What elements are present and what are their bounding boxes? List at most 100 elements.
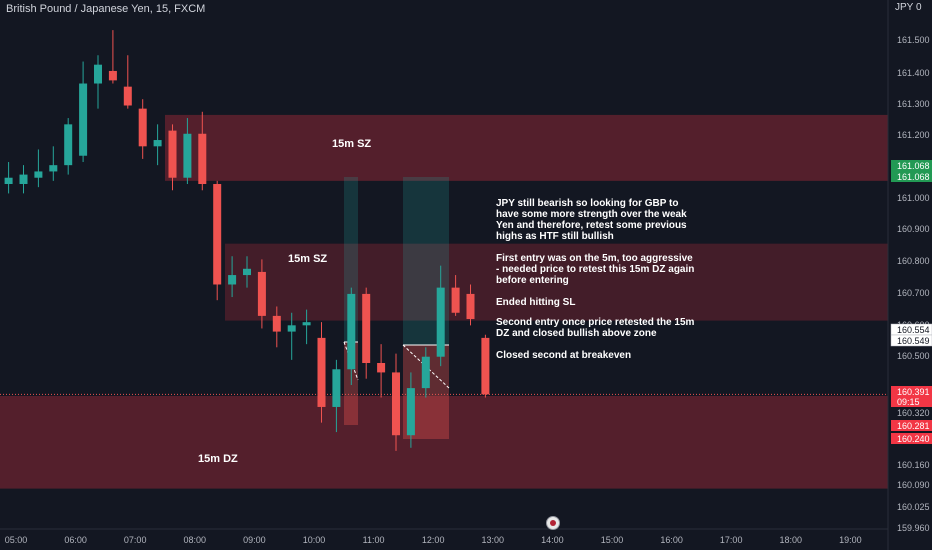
note-breakeven: Closed second at breakeven <box>496 350 632 361</box>
price-label: 160.549 <box>890 334 932 347</box>
candle-body <box>466 293 475 320</box>
price-label: 160.240 <box>891 433 932 444</box>
bull-candle <box>153 124 162 166</box>
price-label-bg <box>891 160 932 171</box>
x-tick-label: 16:00 <box>660 535 683 545</box>
y-tick-label: 160.160 <box>897 460 930 470</box>
y-tick-label: 160.900 <box>897 224 930 234</box>
price-label: 161.068 <box>891 171 932 182</box>
bull-candle <box>347 287 356 385</box>
bear-candle <box>481 334 490 398</box>
candle-body <box>302 322 311 326</box>
bear-candle <box>272 306 281 348</box>
price-label-bg <box>890 334 932 347</box>
y-tick-label: 161.200 <box>897 130 930 140</box>
x-tick-label: 07:00 <box>124 535 147 545</box>
candle-body <box>198 133 207 185</box>
candle-body <box>421 356 430 389</box>
y-tick-label: 160.700 <box>897 288 930 298</box>
price-label-text: 09:15 <box>897 397 920 407</box>
bear-candle <box>138 99 147 159</box>
y-tick-label: 160.090 <box>897 480 930 490</box>
x-tick-label: 10:00 <box>303 535 326 545</box>
bear-candle <box>168 124 177 191</box>
candle-body <box>451 287 460 313</box>
candle-body <box>64 124 73 166</box>
currency-badge[interactable]: JPY 0 <box>895 2 922 13</box>
x-tick-label: 14:00 <box>541 535 564 545</box>
bull-candle <box>94 55 102 109</box>
bull-candle <box>79 61 88 163</box>
note-first-entry: First entry was on the 5m, too aggressiv… <box>496 253 695 286</box>
price-label: 09:15 <box>891 396 932 407</box>
bear-candle <box>213 180 222 301</box>
candle-body <box>377 362 386 373</box>
candle-body <box>153 140 162 147</box>
bull-candle <box>34 149 43 188</box>
candle-body <box>94 64 102 84</box>
price-label-bg <box>891 396 932 407</box>
candle-body <box>108 70 117 81</box>
price-label-text: 160.281 <box>897 421 930 431</box>
price-label: 160.554 <box>890 323 932 336</box>
note-sl: Ended hitting SL <box>496 297 576 308</box>
candle-body <box>138 108 147 147</box>
bull-candle <box>64 118 73 175</box>
bull-candle <box>332 359 341 433</box>
note-second-entry: Second entry once price retested the 15m… <box>496 317 695 339</box>
bear-candle <box>108 30 117 84</box>
y-tick-label: 161.400 <box>897 68 930 78</box>
candle-body <box>406 388 415 436</box>
bear-candle <box>317 322 326 423</box>
candle-body <box>34 171 43 178</box>
x-tick-label: 13:00 <box>482 535 505 545</box>
bear-candle <box>377 344 386 398</box>
candle-body <box>392 372 400 436</box>
price-label-bg <box>891 171 932 182</box>
uk-flag-event-icon[interactable] <box>546 516 560 530</box>
bear-candle <box>466 284 475 326</box>
y-tick-label: 159.960 <box>897 523 930 533</box>
bull-candle <box>287 312 296 360</box>
candle-body <box>49 165 58 172</box>
bull-candle <box>302 309 311 345</box>
x-tick-label: 06:00 <box>64 535 87 545</box>
y-tick-label: 161.000 <box>897 193 930 203</box>
bull-candle <box>228 256 237 298</box>
note-analysis: JPY still bearish so looking for GBP to … <box>496 198 687 242</box>
bull-candle <box>49 146 58 181</box>
price-label-text: 160.391 <box>897 387 930 397</box>
price-label: 161.068 <box>891 160 932 171</box>
x-tick-label: 08:00 <box>184 535 207 545</box>
price-label-text: 160.240 <box>897 434 930 444</box>
zone-1 <box>225 243 888 321</box>
price-label-bg <box>891 420 932 431</box>
candle-body <box>436 287 445 357</box>
bear-candle <box>451 275 460 316</box>
x-tick-label: 19:00 <box>839 535 862 545</box>
zone-label-sz-upper: 15m SZ <box>332 138 372 150</box>
candle-body <box>19 174 28 185</box>
bull-candle <box>406 372 415 448</box>
bull-candle <box>436 265 445 367</box>
trade-notes: JPY still bearish so looking for GBP to … <box>496 198 696 372</box>
candle-body <box>168 130 177 178</box>
bull-candle <box>4 162 13 194</box>
candle-body <box>183 133 192 178</box>
zone-2 <box>0 395 888 489</box>
bear-candle <box>123 55 132 109</box>
bull-candle <box>243 256 251 288</box>
price-label: 160.281 <box>891 420 932 431</box>
x-tick-label: 09:00 <box>243 535 266 545</box>
price-label-text: 161.068 <box>897 172 930 182</box>
candle-body <box>79 83 88 156</box>
candle-body <box>243 268 251 276</box>
candle-body <box>481 337 490 395</box>
y-tick-label: 161.300 <box>897 99 930 109</box>
candle-body <box>347 293 356 370</box>
price-label: 160.391 <box>891 386 932 397</box>
candle-body <box>257 271 266 316</box>
y-tick-label: 160.500 <box>897 351 930 361</box>
price-label-bg <box>891 386 932 397</box>
